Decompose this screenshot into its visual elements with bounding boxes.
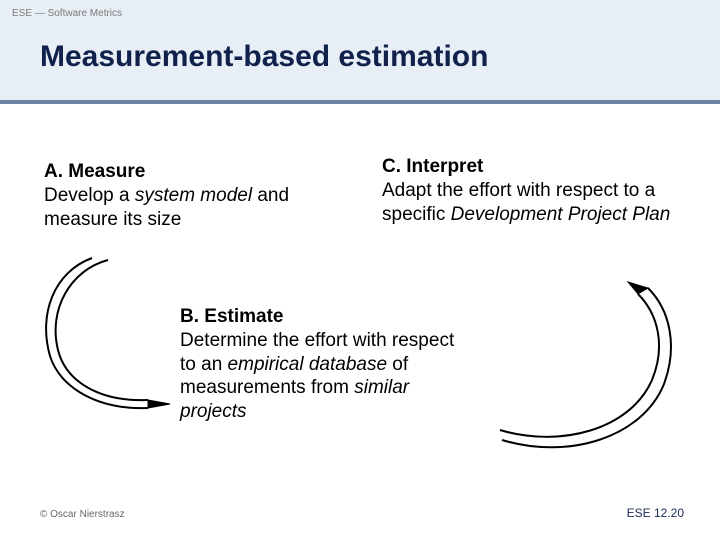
arrow-b-to-c-icon — [490, 280, 690, 460]
block-b-label: B. Estimate — [180, 306, 283, 327]
block-c-label: C. Interpret — [382, 156, 483, 177]
footer-copyright: © Oscar Nierstrasz — [40, 509, 125, 520]
block-a-measure: A. Measure Develop a system model and me… — [44, 160, 314, 231]
slide: ESE — Software Metrics Measurement-based… — [0, 0, 720, 540]
block-c-interpret: C. Interpret Adapt the effort with respe… — [382, 155, 702, 226]
block-a-label: A. Measure — [44, 161, 145, 182]
footer-page-ref: ESE 12.20 — [627, 506, 684, 520]
block-c-em: Development Project Plan — [451, 204, 671, 225]
divider — [0, 100, 720, 104]
page-title: Measurement-based estimation — [40, 40, 488, 74]
arrow-a-to-b-icon — [30, 250, 190, 430]
block-a-text-pre: Develop a — [44, 185, 135, 206]
block-a-em: system model — [135, 185, 252, 206]
breadcrumb: ESE — Software Metrics — [12, 8, 122, 19]
block-b-estimate: B. Estimate Determine the effort with re… — [180, 305, 470, 424]
block-b-line1-em: empirical database — [228, 354, 387, 375]
